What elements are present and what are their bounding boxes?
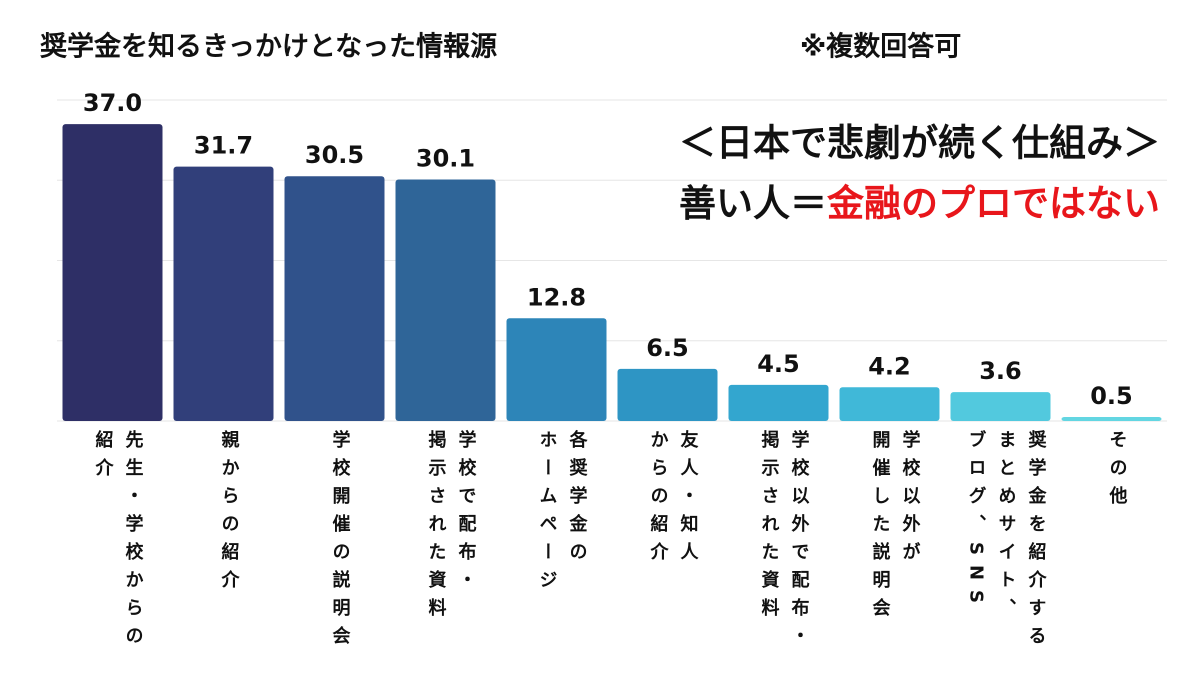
value-label: 0.5 <box>1090 382 1133 410</box>
bar <box>62 124 163 421</box>
bar <box>839 387 940 421</box>
x-tick-label: 親からの紹介 <box>218 430 240 598</box>
bar <box>1061 416 1162 421</box>
annotation: 金融のプロではない <box>827 182 1160 225</box>
bar <box>506 318 607 421</box>
x-tick-label: 友人・知人 からの紹介 <box>647 430 699 570</box>
value-label: 30.5 <box>305 141 364 169</box>
bar <box>395 179 496 421</box>
value-label: 30.1 <box>416 144 475 172</box>
chart-subtitle: ※複数回答可 <box>800 31 961 63</box>
x-tick-label: 学校以外で配布・ 掲示された資料 <box>758 430 810 654</box>
bar <box>950 392 1051 421</box>
bar <box>617 368 718 421</box>
x-tick-label: 学校以外が 開催した説明会 <box>869 430 921 626</box>
x-tick-label: 各奨学金の ホームページ <box>536 430 588 598</box>
value-label: 4.5 <box>757 350 800 378</box>
value-label: 6.5 <box>646 334 689 362</box>
value-label: 4.2 <box>868 352 911 380</box>
bar <box>173 166 274 421</box>
bar <box>728 384 829 421</box>
annotation: 善い人＝金融のプロではない <box>679 182 1160 225</box>
x-tick-label: 奨学金を紹介する まとめサイト、 ブログ、SNS <box>965 430 1047 654</box>
annotation: 善い人＝ <box>679 182 827 225</box>
value-label: 3.6 <box>979 357 1022 385</box>
x-tick-label: その他 <box>1106 430 1128 514</box>
bar <box>284 176 385 421</box>
chart-title: 奨学金を知るきっかけとなった情報源 <box>40 31 497 63</box>
value-label: 37.0 <box>83 89 142 117</box>
x-tick-label: 学校で配布・ 掲示された資料 <box>425 430 477 626</box>
value-label: 31.7 <box>194 132 253 160</box>
x-tick-label: 先生・学校からの 紹介 <box>92 430 144 654</box>
x-tick-label: 学校開催の説明会 <box>329 430 351 654</box>
annotation: ＜日本で悲劇が続く仕組み＞ <box>679 122 1160 165</box>
value-label: 12.8 <box>527 283 586 311</box>
